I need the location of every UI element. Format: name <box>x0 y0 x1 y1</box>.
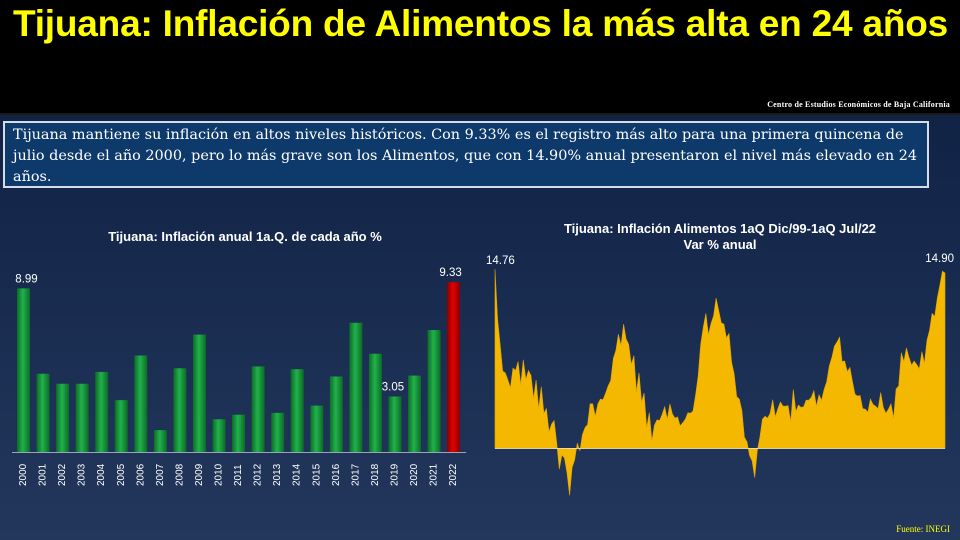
area-chart-title-text: Tijuana: Inflación Alimentos 1aQ Dic/99-… <box>563 221 877 236</box>
bar-2004 <box>95 371 109 452</box>
area-first-value-label: 14.76 <box>486 255 515 267</box>
bar-tick-label-2009: 2009 <box>194 463 205 486</box>
bar-2018 <box>368 353 382 452</box>
bar-2017 <box>349 322 363 452</box>
bar-tick-label-2020: 2020 <box>409 463 420 486</box>
bar-2002 <box>56 383 70 452</box>
page-title: Tijuana: Inflación de Alimentos la más a… <box>13 3 949 44</box>
bar-tick-label-2016: 2016 <box>331 463 342 486</box>
bar-tick-label-2018: 2018 <box>370 463 381 486</box>
bar-2000 <box>17 288 30 452</box>
bar-2015 <box>310 405 324 452</box>
area-series-fill <box>494 269 946 496</box>
bar-2012 <box>251 366 265 452</box>
bar-tick-label-2012: 2012 <box>253 463 264 486</box>
bar-tick-label-2019: 2019 <box>389 463 400 486</box>
bar-tick-label-2010: 2010 <box>214 463 225 486</box>
bar-tick-label-2005: 2005 <box>116 463 127 486</box>
bar-2005 <box>114 400 128 452</box>
bar-2016 <box>329 376 343 452</box>
bar-2014 <box>290 369 304 452</box>
bar-2006 <box>134 355 148 452</box>
bar-2022 <box>447 282 461 452</box>
bar-tick-label-2002: 2002 <box>57 463 68 486</box>
bar-2013 <box>271 412 285 452</box>
bar-chart: 2000 2001 2002 2003 2004 2005 2006 2007 2008 2009… <box>12 267 467 486</box>
source-note: Fuente: INEGI <box>896 524 950 534</box>
bar-tick-label-2007: 2007 <box>155 463 166 486</box>
bar-tick-label-2003: 2003 <box>77 463 88 486</box>
bar-tick-label-2014: 2014 <box>292 463 303 486</box>
bar-2009 <box>192 334 206 452</box>
bar-tick-label-2013: 2013 <box>272 463 283 486</box>
bar-tick-label-2022: 2022 <box>448 463 459 486</box>
bar-2008 <box>173 368 187 452</box>
bar-chart-title: Tijuana: Inflación anual 1a.Q. de cada a… <box>108 229 382 244</box>
area-chart: 14.76 14.90 <box>486 253 954 496</box>
bar-data-label-2022: 9.33 <box>439 267 461 279</box>
bar-2001 <box>36 373 50 452</box>
bar-tick-label-2000: 2000 <box>18 463 29 486</box>
summary-box: Tijuana mantiene su inflación en altos n… <box>3 121 929 188</box>
bar-tick-label-2001: 2001 <box>38 463 49 486</box>
bar-2003 <box>75 383 89 452</box>
area-chart-subtitle: Var % anual <box>683 237 757 252</box>
bar-2010 <box>212 419 226 452</box>
organization-label: Centro de Estudios Económicos de Baja Ca… <box>767 100 950 109</box>
header-bar: Tijuana: Inflación de Alimentos la más a… <box>0 0 960 115</box>
bar-2020 <box>408 375 421 452</box>
bar-tick-label-2011: 2011 <box>233 464 244 486</box>
bar-2021 <box>427 330 441 452</box>
bar-tick-label-2017: 2017 <box>350 463 361 486</box>
area-chart-title: Tijuana: Inflación Alimentos 1aQ Dic/99-… <box>500 221 940 253</box>
bar-tick-label-2021: 2021 <box>429 463 440 486</box>
bar-tick-label-2006: 2006 <box>135 463 146 486</box>
bar-tick-label-2008: 2008 <box>174 463 185 486</box>
bar-tick-label-2004: 2004 <box>96 463 107 486</box>
bar-2019 <box>388 396 402 452</box>
bar-2011 <box>232 414 246 452</box>
bar-data-label-2000: 8.99 <box>15 273 37 285</box>
bar-tick-label-2015: 2015 <box>311 463 322 486</box>
area-last-value-label: 14.90 <box>925 253 954 265</box>
bar-data-label-2019: 3.05 <box>382 381 404 393</box>
bar-2007 <box>153 430 167 452</box>
